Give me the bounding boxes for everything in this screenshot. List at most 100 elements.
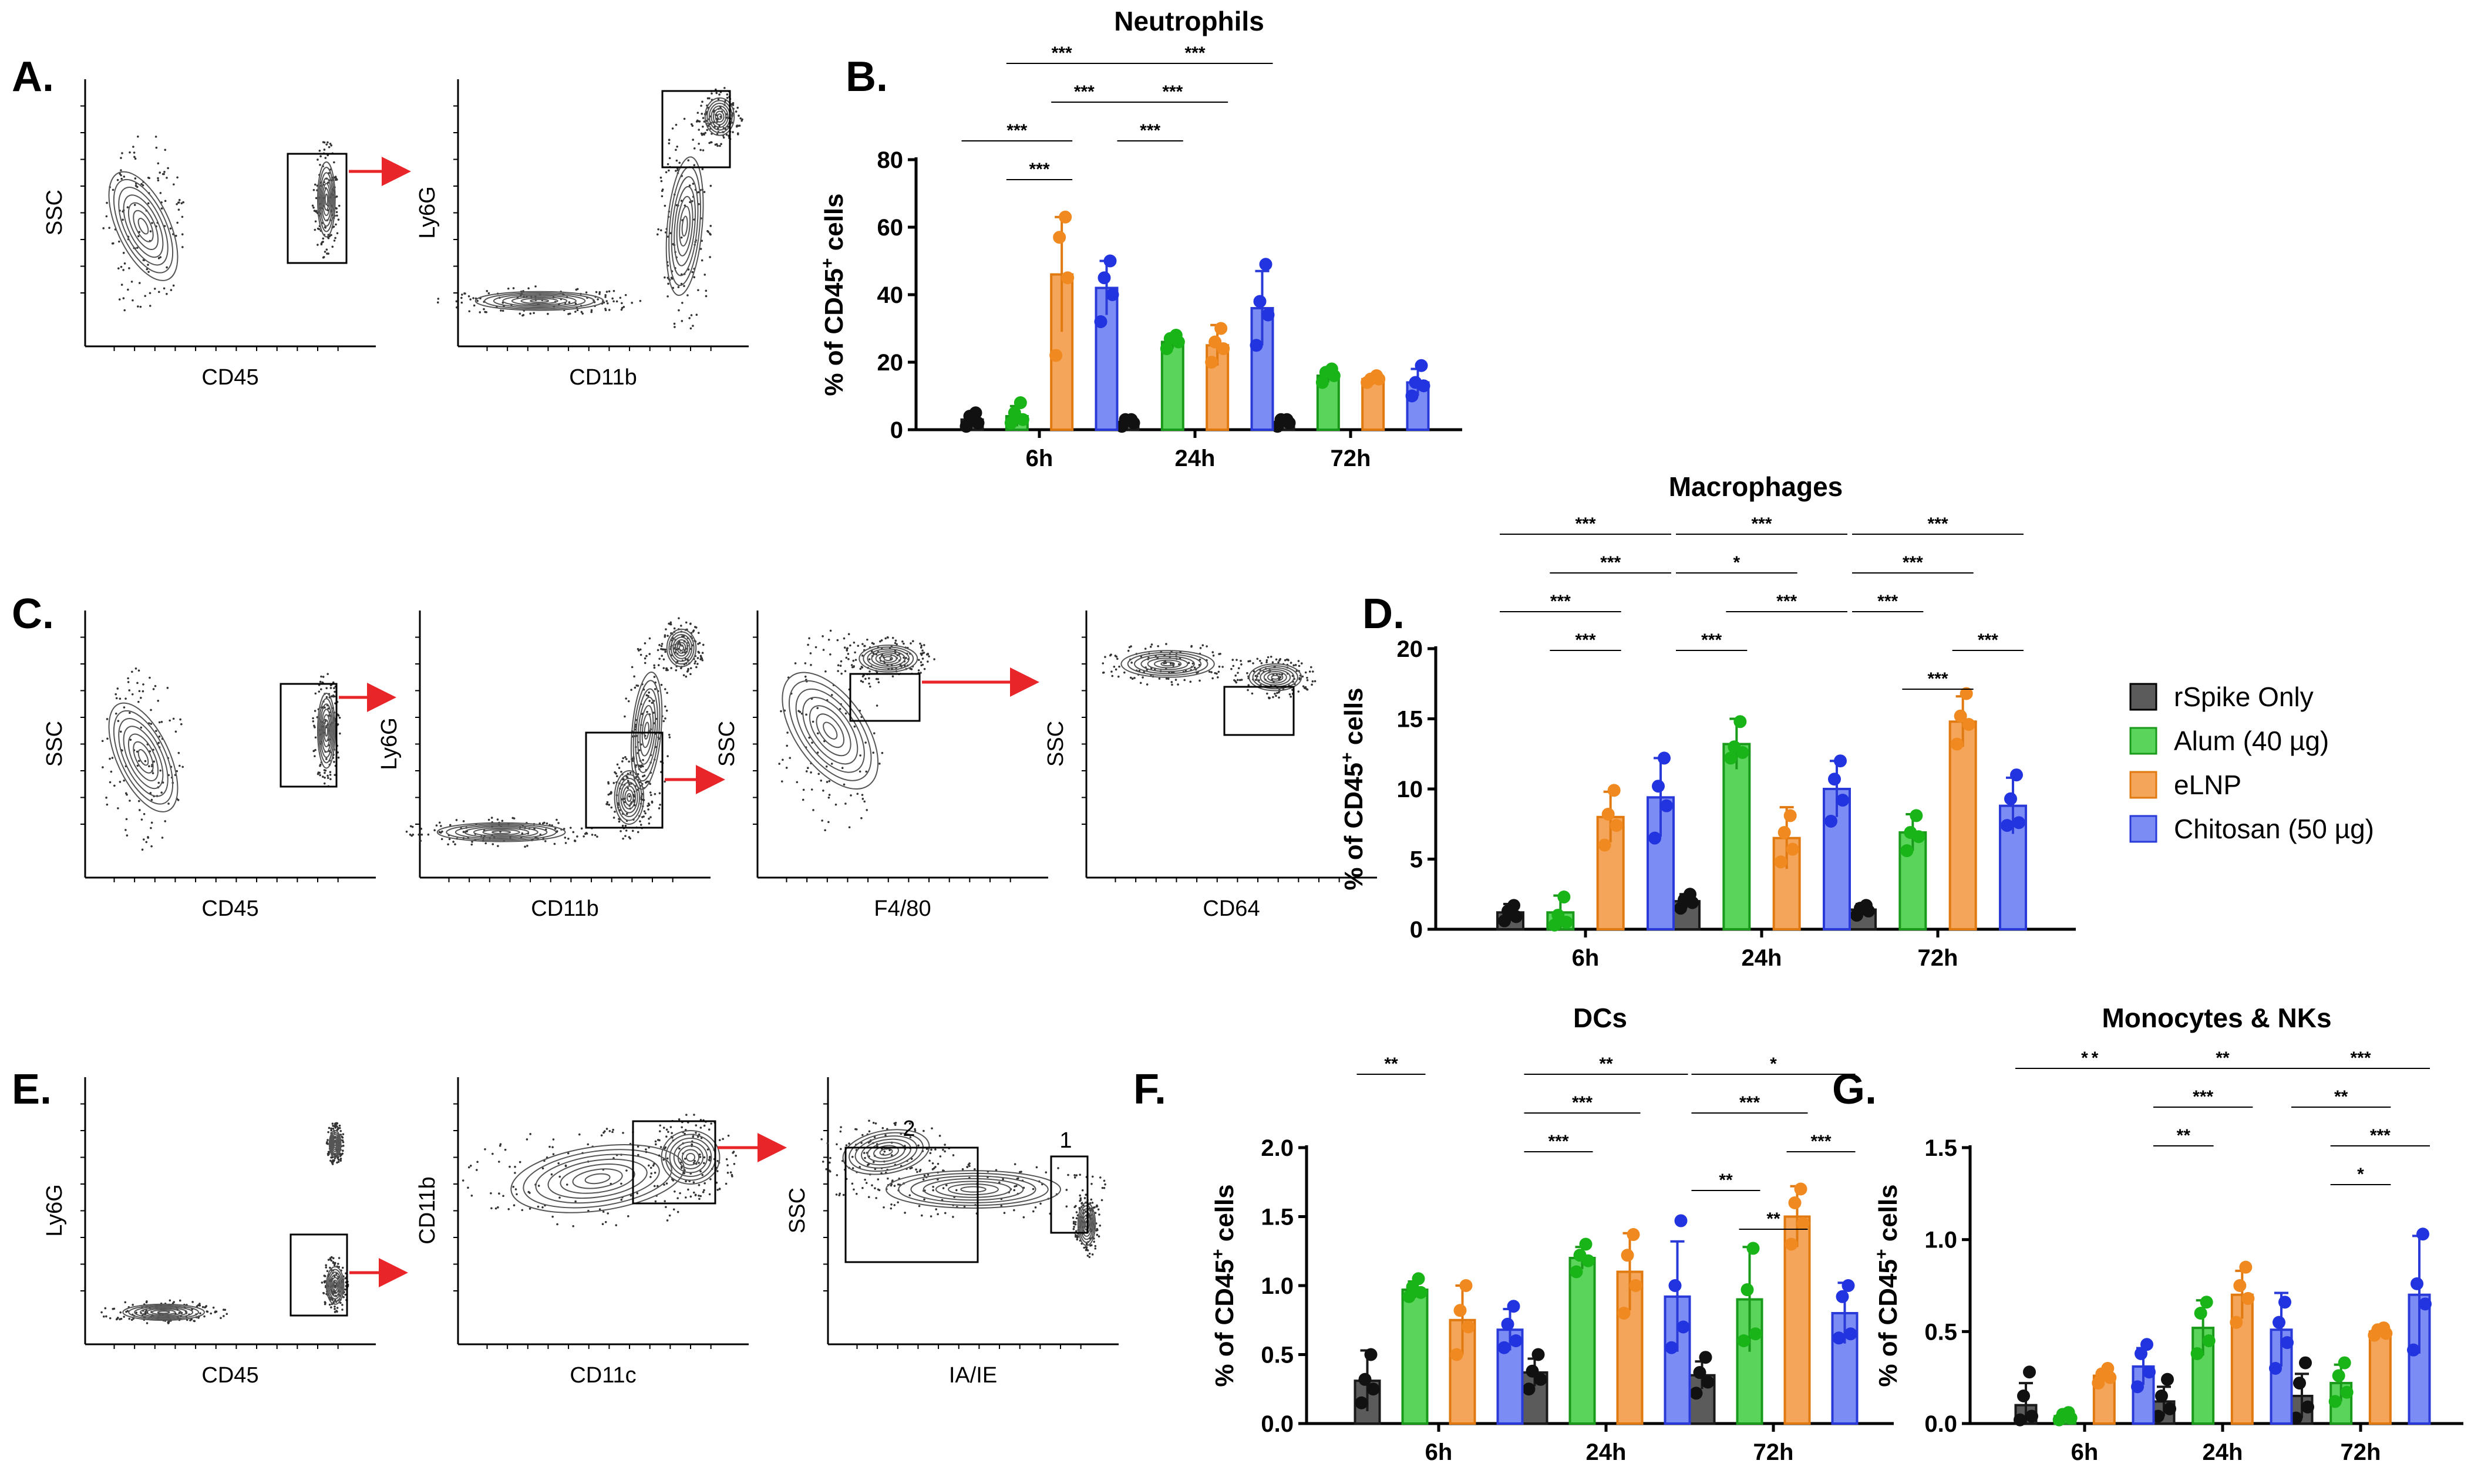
significance-label: *	[1733, 553, 1740, 572]
significance-label: ***	[1575, 630, 1595, 650]
data-point	[1250, 339, 1263, 352]
data-point	[2239, 1260, 2253, 1274]
data-point	[960, 420, 973, 433]
flow-panel-a2: CD11b Ly6G	[415, 79, 749, 390]
y-axis-label: % of CD45+ cells	[818, 193, 849, 396]
data-point	[1103, 254, 1117, 268]
data-point	[2101, 1362, 2115, 1375]
chart-monocytes-nks: Monocytes & NKs % of CD45+ cells 0.0 0.5 1.0…	[1872, 1003, 2463, 1465]
data-point	[1557, 891, 1571, 904]
flow-y-label: CD11b	[415, 1176, 440, 1244]
flow-y-label: SSC	[785, 1188, 810, 1233]
flow-x-label: CD45	[201, 1363, 258, 1388]
data-point	[1534, 1372, 1547, 1386]
data-point	[1169, 329, 1183, 342]
data-point	[1836, 1290, 1849, 1303]
data-point	[1498, 914, 1511, 928]
data-point	[1824, 814, 1837, 828]
significance-label: ***	[1074, 82, 1095, 102]
panel-label-f: F.	[1133, 1066, 1166, 1113]
significance-label: ***	[1162, 82, 1183, 102]
y-tick-label: 1.0	[1924, 1227, 1957, 1253]
gate-box	[287, 153, 348, 264]
y-tick-label: 0.5	[1924, 1319, 1957, 1345]
y-tick-label: 1.5	[1261, 1205, 1294, 1230]
data-point	[1900, 844, 1914, 858]
y-axis-label-sup: +	[1872, 1249, 1891, 1259]
data-point	[2299, 1356, 2312, 1370]
legend-swatch	[2129, 683, 2157, 711]
data-point	[1621, 1249, 1634, 1262]
x-tick-label: 6h	[2071, 1439, 2099, 1465]
data-point	[2010, 768, 2023, 782]
y-tick-label: 0.0	[1924, 1411, 1957, 1437]
data-point	[1573, 1249, 1587, 1262]
data-point	[1049, 349, 1063, 362]
data-point	[2014, 1413, 2026, 1426]
data-point	[1053, 231, 1066, 244]
x-tick-label: 24h	[1742, 945, 1782, 971]
data-point	[2025, 1409, 2038, 1423]
panel-label-a: A.	[12, 53, 54, 100]
data-point	[1598, 838, 1611, 852]
flow-panel-e1: CD45 Ly6G	[42, 1077, 376, 1388]
data-point	[1701, 1375, 1715, 1389]
data-point	[1627, 1228, 1640, 1242]
flow-y-label: Ly6G	[377, 717, 402, 770]
data-point	[1459, 1279, 1473, 1292]
significance-label: **	[2177, 1126, 2191, 1145]
data-point	[1325, 362, 1338, 376]
y-tick-label: 60	[877, 215, 904, 241]
data-point	[1786, 842, 1799, 856]
bar-alum-24h	[1160, 340, 1184, 431]
data-point	[1450, 1348, 1463, 1361]
data-point	[2407, 1343, 2420, 1357]
data-point	[1259, 258, 1272, 271]
flow-panel-c4: CD64 SSC	[1043, 611, 1377, 921]
gate-box	[1223, 686, 1295, 736]
y-tick-label: 20	[877, 350, 904, 376]
x-tick-label: 6h	[1425, 1439, 1453, 1465]
flow-panel-c1: CD45 SSC	[42, 611, 376, 921]
significance-label: ***	[1600, 553, 1621, 572]
data-point	[1261, 308, 1275, 322]
data-point	[1522, 1382, 1536, 1396]
legend-label: Alum (40 µg)	[2174, 726, 2329, 756]
data-point	[1412, 1272, 1425, 1286]
gate-box	[585, 731, 664, 829]
data-point	[2135, 1347, 2147, 1360]
flow-contour-plot	[1082, 611, 1377, 882]
x-tick-label: 72h	[1918, 945, 1958, 971]
significance-label: ***	[1572, 1093, 1593, 1112]
data-point	[1676, 1320, 1690, 1334]
data-point	[1728, 740, 1741, 754]
data-point	[2269, 1362, 2282, 1375]
data-point	[1950, 737, 1964, 751]
y-tick-label: 0.0	[1261, 1411, 1294, 1437]
data-point	[2293, 1377, 2306, 1390]
legend-swatch	[2129, 771, 2157, 799]
y-tick-label: 10	[1397, 777, 1423, 802]
data-point	[1509, 1334, 1523, 1347]
data-point	[1629, 1279, 1642, 1292]
data-point	[2161, 1372, 2174, 1386]
y-tick-label: 80	[877, 147, 904, 173]
data-point	[1061, 271, 1075, 285]
y-axis-label-sup: +	[1208, 1249, 1228, 1259]
data-point	[1660, 799, 1673, 812]
panel-label-g: G.	[1832, 1066, 1877, 1113]
data-point	[2377, 1321, 2391, 1335]
data-point	[2194, 1307, 2207, 1320]
y-axis-label-main: % of CD45	[1210, 1259, 1239, 1387]
data-point	[1253, 295, 1267, 308]
significance-label: **	[2334, 1087, 2348, 1107]
y-tick-label: 2.0	[1261, 1135, 1294, 1161]
data-point	[1610, 819, 1623, 832]
y-tick-label: 0.5	[1261, 1343, 1294, 1368]
data-point	[1014, 396, 1027, 409]
bar-elnp-72h	[1948, 720, 1977, 931]
data-point	[1836, 794, 1849, 807]
flow-contour-plot	[820, 1077, 1119, 1349]
y-axis-label-main: % of CD45	[1339, 763, 1368, 891]
data-point	[1828, 773, 1841, 786]
